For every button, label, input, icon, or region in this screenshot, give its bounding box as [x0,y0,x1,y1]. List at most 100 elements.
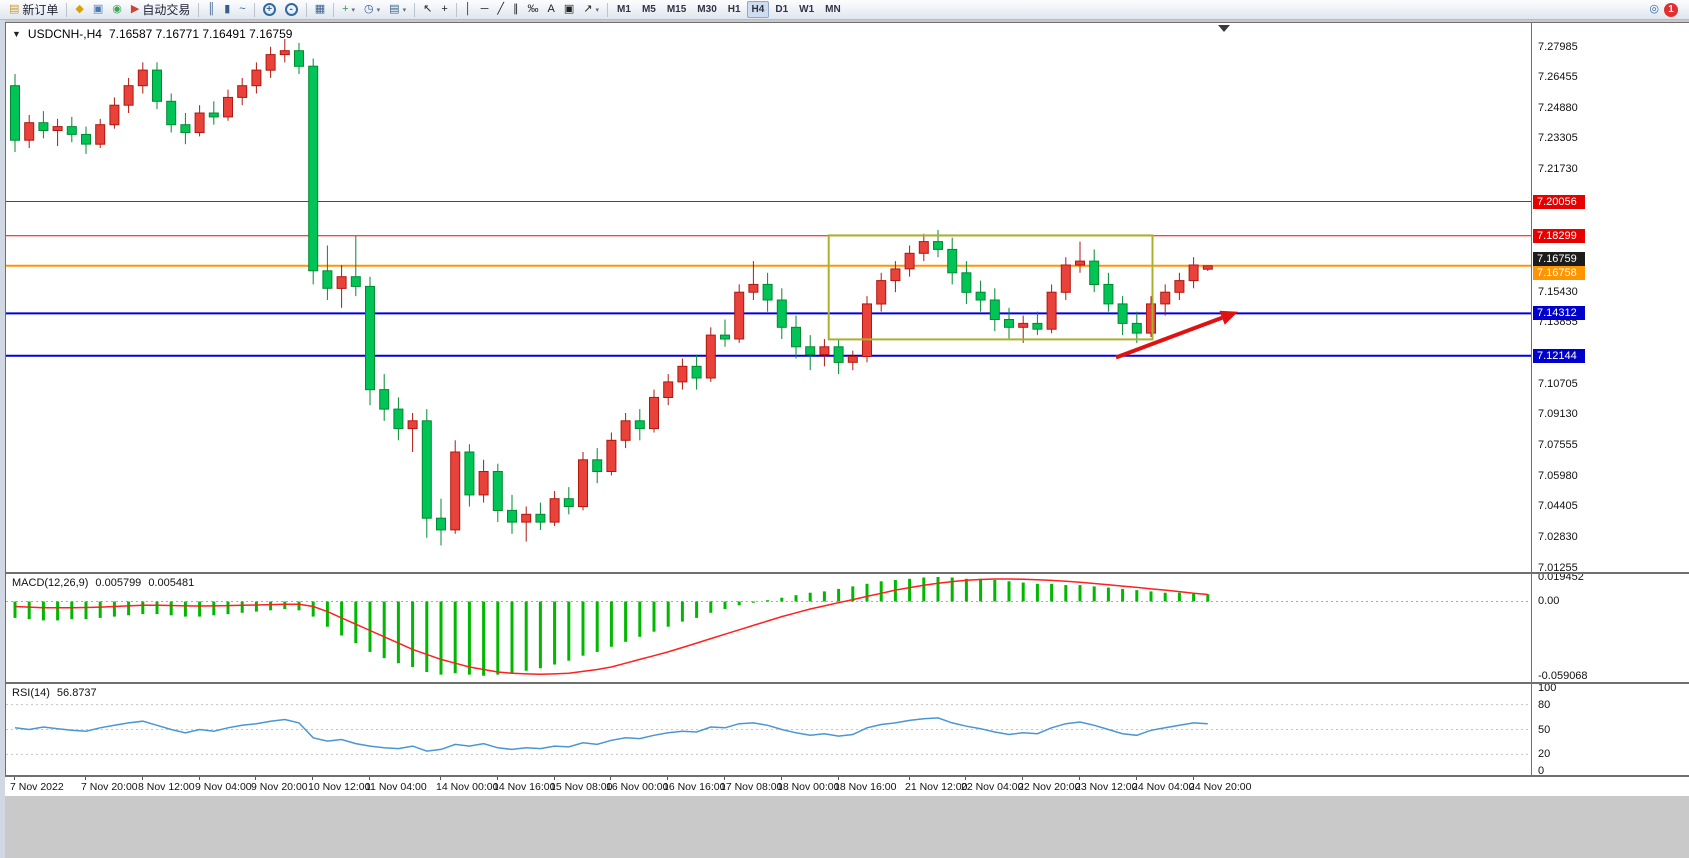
candle [677,365,688,383]
timeframe-m30-button-label: M30 [697,4,717,15]
text-button[interactable]: A [544,1,559,18]
trend-arrow-shaft[interactable] [1115,315,1223,360]
candle [705,334,716,379]
zoom-in-button[interactable]: + [259,1,280,18]
time-axis-label: 24 Nov 20:00 [1189,781,1252,793]
time-axis-tick [781,777,782,780]
timeframe-m30-button[interactable]: M30 [692,1,721,18]
templates-button[interactable]: ▤ ▾ [385,1,410,18]
candle [918,241,929,254]
time-axis-label: 22 Nov 04:00 [961,781,1024,793]
crosshair-icon: + [441,3,448,15]
candle [862,303,872,357]
candle [1160,291,1171,305]
timeframe-m1-button-label: M1 [617,4,631,15]
time-axis-corner [1532,777,1689,796]
time-axis-tick [838,777,839,780]
crosshair-button[interactable]: + [437,1,451,18]
candle [847,356,858,363]
toolbar-separator [305,2,307,17]
candle [38,122,49,131]
consolidation-box[interactable] [827,234,1154,341]
candle [1018,322,1029,328]
candle [833,346,844,363]
candle [237,85,248,98]
time-axis[interactable]: 7 Nov 2022 7 Nov 20:00 8 Nov 12:00 9 Nov 04… [5,777,1532,796]
timeframe-m15-button-label: M15 [666,4,687,15]
time-axis-tick [1136,777,1137,780]
chart-collapse-caret-icon[interactable]: ▼ [12,29,21,39]
candle [961,272,972,293]
price-level-chip: 7.16759 [1533,252,1585,266]
price-axis[interactable]: 7.27985 7.26455 7.24880 7.23305 7.21730 7.154… [1532,22,1689,573]
sound-button[interactable]: ◉ [108,1,126,18]
candlestick-type-button[interactable]: ▮ [220,1,234,18]
notification-badge[interactable]: 1 [1664,2,1678,17]
indicators-button[interactable]: + ▾ [338,1,359,18]
trendline-button[interactable]: ╱ [493,1,508,18]
line-chart-type-button[interactable]: ~ [235,1,249,18]
candle [1202,265,1213,270]
candle [137,69,148,87]
toolbar-separator [253,2,255,17]
timeframe-m5-button[interactable]: M5 [637,1,661,18]
cursor-icon: ↖ [423,3,433,15]
autotrading-button[interactable]: ▶ 自动交易 [127,1,194,18]
timeframe-h4-button[interactable]: H4 [746,1,770,18]
macd-pane[interactable]: MACD(12,26,9) 0.005799 0.005481 [5,573,1532,683]
timeframe-d1-button[interactable]: D1 [770,1,793,18]
trend-arrow-head[interactable] [1219,310,1238,325]
price-row: ▼ USDCNH-,H4 7.16587 7.16771 7.16491 7.1… [5,22,1689,573]
vertical-line-icon: │ [464,3,472,15]
cursor-button[interactable]: ↖ [419,1,436,18]
time-axis-label: 18 Nov 00:00 [777,781,840,793]
channel-button[interactable]: ∥ [509,1,523,18]
price-axis-label: 7.27985 [1538,41,1578,53]
dropdown-caret-icon: ▾ [376,6,381,14]
dropdown-caret-icon: ▾ [402,6,407,14]
timeframe-w1-button[interactable]: W1 [794,1,819,18]
fibonacci-button[interactable]: ‰ [524,1,543,18]
macd-signal-value: 0.005481 [148,577,195,589]
macd-axis[interactable]: 0.019452 0.00 -0.059068 [1532,573,1689,683]
rsi-pane[interactable]: RSI(14) 56.8737 [5,683,1532,776]
rsi-axis[interactable]: 100 80 50 20 0 [1532,683,1689,776]
timeframe-mn-button[interactable]: MN [820,1,846,18]
text-label-button[interactable]: ▣ [560,1,578,18]
price-chart-pane[interactable]: ▼ USDCNH-,H4 7.16587 7.16771 7.16491 7.1… [5,22,1532,573]
time-axis-tick [369,777,370,780]
time-row: 7 Nov 2022 7 Nov 20:00 8 Nov 12:00 9 Nov 04… [5,776,1689,796]
candle [152,69,162,102]
new-order-button[interactable]: ▤ 新订单 [5,1,62,18]
candle [52,126,63,131]
periods-button[interactable]: ◷ ▾ [360,1,384,18]
chart-shift-marker[interactable] [1218,25,1230,32]
bar-chart-type-button[interactable]: ║ [203,1,219,18]
vertical-line-button[interactable]: │ [461,1,476,18]
timeframe-m1-button[interactable]: M1 [612,1,636,18]
candle [265,54,276,71]
timeframe-h1-button[interactable]: H1 [723,1,746,18]
candle [194,112,205,133]
time-axis-label: 14 Nov 00:00 [436,781,499,793]
price-axis-label: 7.21730 [1538,163,1578,175]
candle [180,124,191,133]
time-axis-tick [909,777,910,780]
template-icon: ▤ [389,3,400,15]
zoom-out-icon: - [284,3,298,16]
candle [123,85,134,106]
price-axis-label: 7.26455 [1538,71,1578,83]
arrows-button[interactable]: ↗ ▾ [579,1,603,18]
search-button[interactable]: ◎ [1645,1,1663,18]
candle [81,133,91,145]
candle [407,420,418,430]
profile-button[interactable]: ▣ [89,1,107,18]
candle [904,252,915,270]
alert-button[interactable]: ◆ [71,1,87,18]
horizontal-line-button[interactable]: ─ [477,1,493,18]
zoom-out-button[interactable]: - [281,1,302,18]
tile-windows-button[interactable]: ▦ [311,1,329,18]
bar-chart-icon: ║ [207,3,216,15]
rsi-row: RSI(14) 56.8737 100 80 50 20 0 [5,683,1689,776]
timeframe-m15-button[interactable]: M15 [662,1,691,18]
